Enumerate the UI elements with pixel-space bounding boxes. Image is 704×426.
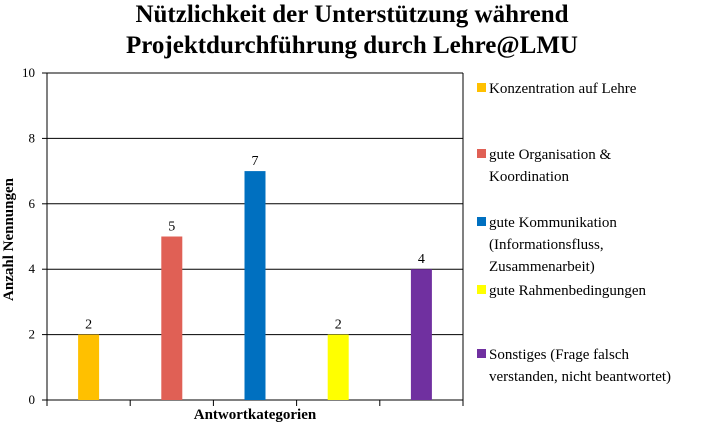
y-tick-label: 4 xyxy=(29,261,36,276)
legend-swatch xyxy=(477,149,486,158)
bar xyxy=(161,236,183,400)
bar xyxy=(244,171,266,400)
y-tick-label: 10 xyxy=(22,65,35,80)
legend-label: verstanden, nicht beantwortet) xyxy=(489,369,671,385)
legend-label: Zusammenarbeit) xyxy=(489,259,595,275)
legend-swatch xyxy=(477,349,486,358)
axes: 0 2 4 6 8 10 Antwortkategorien Anzahl Nennungen xyxy=(1,65,464,423)
legend: Konzentration auf Lehre gute Organisation… xyxy=(477,81,671,385)
legend-label: Sonstiges (Frage falsch xyxy=(489,347,629,363)
data-label: 5 xyxy=(168,220,175,235)
chart-title-line: Projektdurchführung durch Lehre@LMU xyxy=(126,32,578,59)
legend-label: gute Kommunikation xyxy=(489,215,617,231)
legend-swatch xyxy=(477,217,486,226)
y-axis-title: Anzahl Nennungen xyxy=(1,177,17,301)
legend-label: Konzentration auf Lehre xyxy=(489,81,637,97)
data-label: 2 xyxy=(85,318,92,333)
legend-label: (Informationsfluss, xyxy=(489,237,604,253)
bar xyxy=(78,334,100,400)
data-label: 4 xyxy=(418,252,425,267)
bar xyxy=(327,334,349,400)
legend-label: Koordination xyxy=(489,169,569,185)
data-label: 2 xyxy=(335,318,342,333)
bars xyxy=(78,171,432,400)
y-tick-label: 8 xyxy=(29,130,36,145)
bar xyxy=(410,269,432,400)
chart-title: Nützlichkeit der Unterstützung während Pr… xyxy=(126,1,578,59)
y-tick-label: 2 xyxy=(29,327,36,342)
legend-swatch xyxy=(477,285,486,294)
data-labels: 2 5 7 2 4 xyxy=(85,154,425,333)
x-axis-title: Antwortkategorien xyxy=(194,407,317,423)
y-tick-label: 6 xyxy=(29,196,36,211)
data-label: 7 xyxy=(252,154,259,169)
legend-swatch xyxy=(477,83,486,92)
y-tick-label: 0 xyxy=(29,392,36,407)
legend-label: gute Organisation & xyxy=(489,147,612,163)
chart-title-line: Nützlichkeit der Unterstützung während xyxy=(135,1,568,28)
legend-label: gute Rahmenbedingungen xyxy=(489,283,647,299)
